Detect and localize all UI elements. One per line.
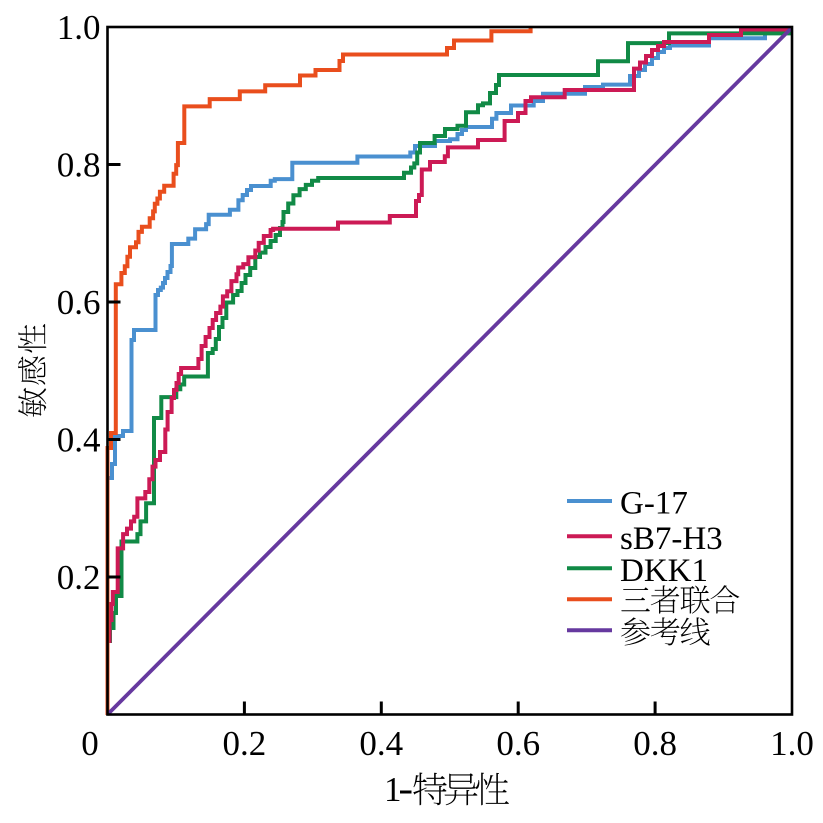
svg-text:0.2: 0.2 [223, 724, 267, 763]
svg-text:1: 1 [384, 770, 402, 809]
svg-text:0.4: 0.4 [359, 724, 403, 763]
svg-text:0.8: 0.8 [633, 724, 677, 763]
svg-text:G-17: G-17 [620, 486, 688, 522]
svg-text:0.2: 0.2 [57, 558, 101, 597]
svg-text:1.0: 1.0 [770, 724, 814, 763]
svg-text:DKK1: DKK1 [620, 553, 708, 589]
svg-text:sB7-H3: sB7-H3 [620, 521, 723, 557]
svg-text:0.4: 0.4 [57, 421, 101, 460]
svg-text:0.6: 0.6 [57, 283, 101, 322]
svg-text:0: 0 [81, 724, 99, 763]
svg-text:0.6: 0.6 [496, 724, 540, 763]
svg-text:1.0: 1.0 [57, 8, 101, 47]
svg-text:0.8: 0.8 [57, 146, 101, 185]
